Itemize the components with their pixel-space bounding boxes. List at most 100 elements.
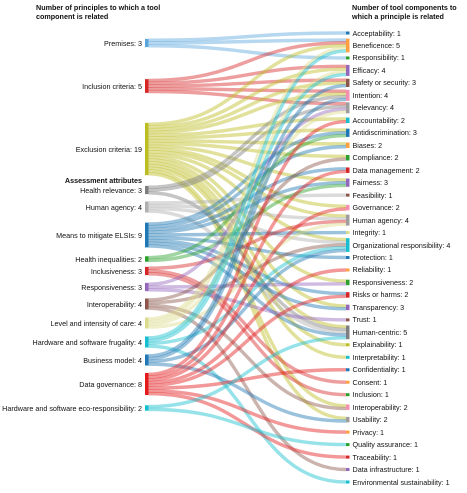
right-node-label-environmental-sustainability: Environmental sustainability: 1 [352, 477, 450, 487]
left-node-label-level-and-intensity-of-care: Level and intensity of care: 4 [50, 318, 143, 328]
left-node-bar-health-relevance [145, 185, 149, 195]
link-data-governance-to-reliability [148, 268, 347, 385]
right-node-label-safety-or-security: Safety or security: 3 [352, 78, 417, 88]
right-node-bar-interpretability [346, 355, 350, 359]
link-inclusiveness-to-consent [148, 269, 347, 384]
node-bars-layer [145, 31, 350, 484]
link-human-agency-to-human-agency [148, 203, 347, 221]
link-hardware-and-software-frugality-to-organizational-responsibility [148, 246, 347, 346]
right-node-bar-interoperability [346, 404, 350, 410]
link-responsiveness-to-responsiveness [148, 282, 347, 289]
link-means-to-mitigate-elsis-to-antidiscrimination [148, 131, 347, 226]
right-node-label-trust: Trust: 1 [352, 315, 377, 325]
right-node-bar-governance [346, 204, 350, 211]
right-node-label-biases: Biases: 2 [352, 140, 383, 150]
right-node-label-intention: Intention: 4 [352, 90, 389, 100]
links-layer [148, 31, 347, 484]
link-interoperability-to-compliance [148, 157, 347, 302]
left-node-bar-level-and-intensity-of-care [145, 317, 149, 329]
link-health-relevance-to-relevancy [148, 104, 347, 192]
link-exclusion-criteria-to-accountability [148, 117, 347, 137]
left-node-bar-hardware-and-software-eco-responsibility [145, 405, 149, 411]
right-node-bar-usability [346, 416, 350, 423]
left-node-label-hardware-and-software-frugality: Hardware and software frugality: 4 [32, 337, 142, 347]
link-means-to-mitigate-elsis-to-protection [148, 236, 347, 260]
link-exclusion-criteria-to-fairness [148, 144, 347, 182]
link-means-to-mitigate-elsis-to-integrity [148, 230, 347, 237]
left-node-bar-inclusion-criteria [145, 79, 149, 93]
left-node-label-business-model: Business model: 4 [83, 355, 142, 365]
link-hardware-and-software-frugality-to-beneficence [148, 49, 347, 340]
right-node-label-usability: Usability: 2 [352, 415, 388, 425]
link-exclusion-criteria-to-efficacy [148, 67, 347, 129]
left-node-bar-responsiveness [145, 282, 149, 292]
link-exclusion-criteria-to-interpretability [148, 166, 347, 359]
right-node-label-confidentiality: Confidentiality: 1 [352, 365, 406, 375]
right-node-label-integrity: Integrity: 1 [352, 228, 387, 238]
link-data-governance-to-traceability [148, 391, 347, 459]
left-node-label-inclusiveness: Inclusiveness: 3 [90, 266, 142, 276]
link-inclusion-criteria-to-beneficence [148, 41, 347, 83]
right-node-bar-responsiveness [346, 279, 350, 286]
link-data-governance-to-risks-or-harms [148, 294, 347, 388]
right-node-label-inclusion: Inclusion: 1 [352, 390, 389, 400]
right-node-bar-feasibility [346, 193, 350, 197]
link-means-to-mitigate-elsis-to-human-centric [148, 244, 347, 337]
left-node-bar-human-agency [145, 201, 149, 213]
left-node-label-premises: Premises: 3 [104, 38, 142, 48]
link-exclusion-criteria-to-organizational-responsibility [148, 152, 347, 242]
link-hardware-and-software-frugality-to-efficacy [148, 72, 347, 343]
link-exclusion-criteria-to-usability [148, 172, 347, 420]
right-node-bar-intention [346, 89, 350, 101]
link-premises-to-responsibility [148, 44, 347, 60]
link-exclusion-criteria-to-responsiveness [148, 155, 347, 283]
link-human-agency-to-feasibility [148, 193, 347, 205]
right-node-label-transparency: Transparency: 3 [352, 302, 405, 312]
left-column-header: Number of principles to which a tool com… [36, 3, 161, 21]
link-data-governance-to-data-management [148, 169, 347, 379]
left-node-label-means-to-mitigate-elsis: Means to mitigate ELSIs: 9 [56, 230, 142, 240]
link-inclusiveness-to-human-agency [148, 219, 347, 270]
right-node-label-fairness: Fairness: 3 [352, 178, 389, 188]
link-exclusion-criteria-to-transparency [148, 158, 347, 308]
right-node-bar-explainability [346, 343, 350, 347]
link-data-governance-to-confidentiality [148, 368, 347, 390]
left-node-label-data-governance: Data governance: 8 [79, 379, 142, 389]
right-node-bar-safety-or-security [346, 78, 350, 88]
link-exclusion-criteria-to-antidiscrimination [148, 128, 347, 140]
right-node-bar-human-agency [346, 214, 350, 226]
right-node-bar-consent [346, 380, 350, 384]
link-exclusion-criteria-to-interoperability [148, 169, 347, 408]
right-node-bar-trust [346, 318, 350, 322]
right-node-bar-relevancy [346, 102, 350, 114]
link-exclusion-criteria-to-beneficence [148, 43, 347, 126]
right-node-label-privacy: Privacy: 1 [352, 427, 385, 437]
left-node-bar-hardware-and-software-frugality [145, 336, 149, 348]
right-node-label-beneficence: Beneficence: 5 [352, 40, 401, 50]
right-node-bar-beneficence [346, 38, 350, 53]
right-node-bar-privacy [346, 430, 350, 434]
link-exclusion-criteria-to-compliance [148, 141, 347, 159]
right-node-label-organizational-responsibility: Organizational responsibility: 4 [352, 240, 451, 250]
right-node-bar-organizational-responsibility [346, 238, 350, 252]
right-node-bar-confidentiality [346, 368, 350, 372]
left-node-label-health-relevance: Health relevance: 3 [80, 185, 142, 195]
link-hardware-and-software-eco-responsibility-to-human-centric [148, 336, 347, 409]
link-business-model-to-safety-or-security [148, 83, 347, 358]
right-node-label-relevancy: Relevancy: 4 [352, 103, 395, 113]
link-inclusion-criteria-to-efficacy [148, 64, 347, 85]
right-node-label-responsibility: Responsibility: 1 [352, 53, 405, 63]
link-business-model-to-intention [148, 97, 347, 361]
link-health-inequalities-to-fairness [148, 183, 347, 263]
left-node-bar-exclusion-criteria [145, 122, 149, 176]
link-means-to-mitigate-elsis-to-fairness [148, 180, 347, 234]
right-node-label-responsiveness: Responsiveness: 2 [352, 277, 414, 287]
link-interoperability-to-organizational-responsibility [148, 243, 347, 305]
right-node-label-consent: Consent: 1 [352, 377, 388, 387]
right-node-bar-data-infrastructure [346, 468, 350, 472]
right-node-bar-accountability [346, 117, 350, 124]
link-data-governance-to-governance [148, 207, 347, 382]
left-node-bar-health-inequalities [145, 256, 149, 262]
right-node-label-explainability: Explainability: 1 [352, 340, 403, 350]
